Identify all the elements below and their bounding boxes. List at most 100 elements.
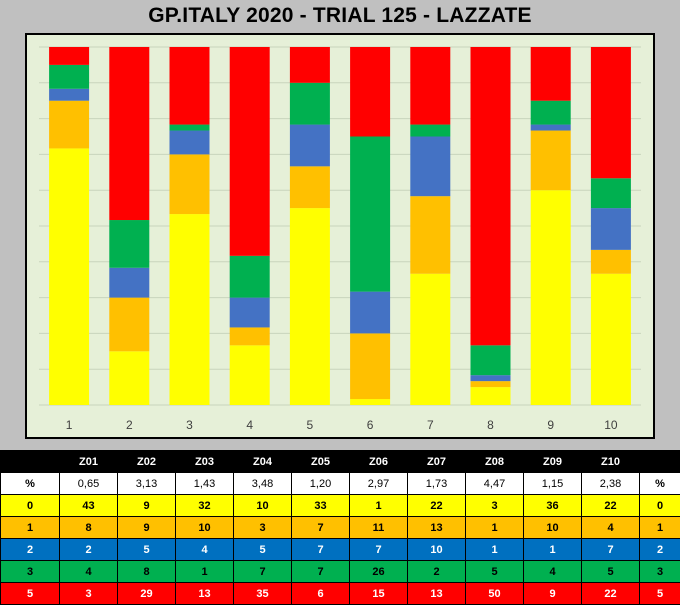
- row-label-right: %: [640, 473, 680, 495]
- table-cell: 3: [234, 517, 292, 539]
- bar-segment-7-1: [410, 196, 450, 274]
- bar-segment-7-2: [410, 137, 450, 197]
- table-cell: 10: [234, 495, 292, 517]
- row-label: 3: [1, 561, 60, 583]
- table-cell: 32: [176, 495, 234, 517]
- table-cell: 9: [524, 583, 582, 605]
- zone-header: Z06: [350, 451, 408, 473]
- table-cell: 9: [118, 517, 176, 539]
- row-label-right: 2: [640, 539, 680, 561]
- bar-segment-5-1: [290, 166, 330, 208]
- row-label-right: 3: [640, 561, 680, 583]
- zone-header: Z10: [582, 451, 640, 473]
- table-cell: 2: [60, 539, 118, 561]
- bar-segment-4-2: [230, 298, 270, 328]
- bar-segment-5-2: [290, 125, 330, 167]
- table-cell: 5: [234, 539, 292, 561]
- x-tick-label: 4: [246, 418, 253, 432]
- bar-segment-3-2: [170, 131, 210, 155]
- table-cell: 22: [408, 495, 466, 517]
- bar-segment-4-1: [230, 327, 270, 345]
- bar-segment-1-1: [49, 101, 89, 149]
- row-label-right: 1: [640, 517, 680, 539]
- bar-segment-7-0: [410, 274, 450, 405]
- bar-segment-3-3: [170, 125, 210, 131]
- table-cell: 1: [524, 539, 582, 561]
- bar-segment-2-5: [109, 47, 149, 220]
- bar-segment-6-1: [350, 333, 390, 399]
- pct-cell: 4,47: [466, 473, 524, 495]
- table-cell: 7: [234, 561, 292, 583]
- table-cell: 50: [466, 583, 524, 605]
- table-cell: 1: [466, 517, 524, 539]
- table-cell: 1: [350, 495, 408, 517]
- x-tick-label: 8: [487, 418, 494, 432]
- zone-header: Z03: [176, 451, 234, 473]
- bar-segment-8-5: [471, 47, 511, 345]
- table-cell: 43: [60, 495, 118, 517]
- table-cell: 10: [408, 539, 466, 561]
- bar-segment-3-0: [170, 214, 210, 405]
- pct-cell: 2,97: [350, 473, 408, 495]
- table-cell: 7: [350, 539, 408, 561]
- row-label: 5: [1, 583, 60, 605]
- table-cell: 10: [176, 517, 234, 539]
- x-tick-label: 1: [66, 418, 73, 432]
- zone-header: Z07: [408, 451, 466, 473]
- header-corner-right: [640, 451, 680, 473]
- pct-cell: 2,38: [582, 473, 640, 495]
- bar-segment-9-0: [531, 190, 571, 405]
- table-cell: 13: [408, 583, 466, 605]
- table-cell: 29: [118, 583, 176, 605]
- table-cell: 1: [466, 539, 524, 561]
- table-cell: 7: [582, 539, 640, 561]
- bar-segment-10-2: [591, 208, 631, 250]
- table-cell: 9: [118, 495, 176, 517]
- table-cell: 36: [524, 495, 582, 517]
- table-cell: 33: [292, 495, 350, 517]
- table-cell: 4: [60, 561, 118, 583]
- pct-cell: 1,43: [176, 473, 234, 495]
- zone-header: Z04: [234, 451, 292, 473]
- row-label-right: 5: [640, 583, 680, 605]
- bar-segment-2-2: [109, 268, 149, 298]
- header-corner: [1, 451, 60, 473]
- bar-segment-7-3: [410, 125, 450, 137]
- zone-header: Z05: [292, 451, 350, 473]
- bar-segment-10-5: [591, 47, 631, 178]
- table-cell: 26: [350, 561, 408, 583]
- row-label-right: 0: [640, 495, 680, 517]
- x-tick-label: 10: [604, 418, 618, 432]
- table-cell: 10: [524, 517, 582, 539]
- pct-cell: 1,73: [408, 473, 466, 495]
- table-cell: 13: [408, 517, 466, 539]
- pct-cell: 1,20: [292, 473, 350, 495]
- zone-header: Z01: [60, 451, 118, 473]
- x-tick-label: 7: [427, 418, 434, 432]
- x-tick-label: 3: [186, 418, 193, 432]
- zone-header: Z09: [524, 451, 582, 473]
- bar-segment-10-0: [591, 274, 631, 405]
- bar-segment-6-0: [350, 399, 390, 405]
- zone-header: Z02: [118, 451, 176, 473]
- table-cell: 5: [466, 561, 524, 583]
- bar-segment-1-2: [49, 89, 89, 101]
- bar-segment-4-0: [230, 345, 270, 405]
- bar-segment-9-2: [531, 125, 571, 131]
- bar-segment-9-1: [531, 131, 571, 191]
- table-cell: 2: [408, 561, 466, 583]
- table-cell: 13: [176, 583, 234, 605]
- pct-cell: 1,15: [524, 473, 582, 495]
- bar-segment-6-5: [350, 47, 390, 137]
- x-tick-label: 2: [126, 418, 133, 432]
- bar-segment-6-2: [350, 292, 390, 334]
- bar-segment-9-3: [531, 101, 571, 125]
- table-cell: 1: [176, 561, 234, 583]
- bar-segment-2-1: [109, 298, 149, 352]
- table-cell: 22: [582, 583, 640, 605]
